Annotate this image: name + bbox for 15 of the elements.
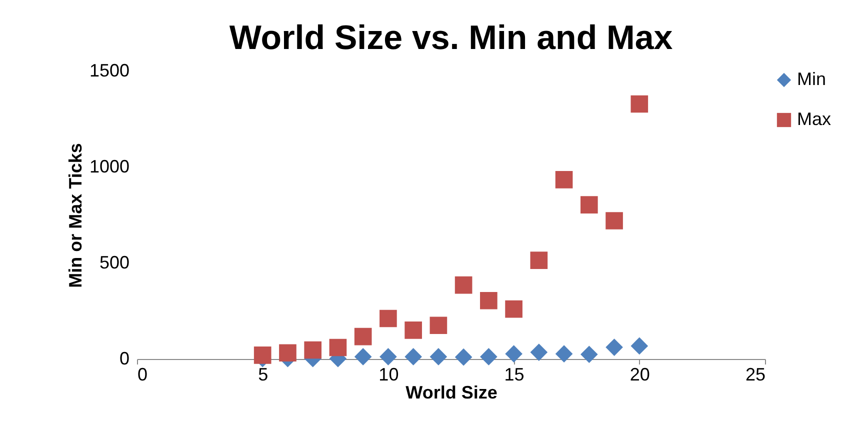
y-axis-title: Min or Max Ticks xyxy=(65,143,86,288)
x-tick-label: 20 xyxy=(630,364,650,384)
x-tick-label: 0 xyxy=(138,364,148,384)
legend-label: Min xyxy=(797,69,826,89)
x-tick-label: 5 xyxy=(258,364,268,384)
y-tick-label: 1000 xyxy=(89,156,130,176)
legend-label: Max xyxy=(797,109,832,129)
y-tick-label: 500 xyxy=(99,252,130,272)
x-axis-title: World Size xyxy=(406,382,498,402)
x-tick-label: 10 xyxy=(378,364,399,384)
x-tick-label: 15 xyxy=(504,364,524,384)
x-tick-label: 25 xyxy=(745,364,766,384)
y-tick-label: 0 xyxy=(119,348,130,368)
chart-title: World Size vs. Min and Max xyxy=(229,19,673,57)
y-tick-label: 1500 xyxy=(89,60,130,80)
